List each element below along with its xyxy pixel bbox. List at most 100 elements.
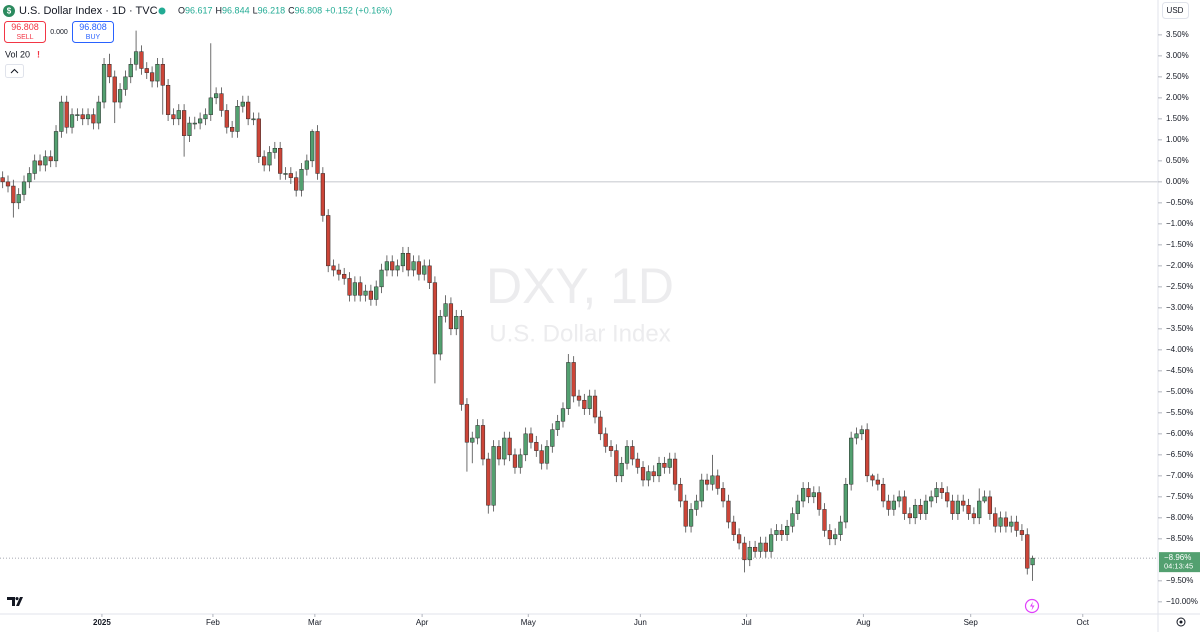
candle-body	[742, 542, 747, 561]
y-tick-label: −7.00%	[1166, 471, 1193, 480]
ohlc-key: O	[178, 5, 185, 15]
candle-body	[352, 282, 357, 296]
candle-body	[1030, 557, 1035, 566]
spread: 0.000	[50, 29, 68, 36]
sell-button[interactable]	[4, 21, 46, 43]
y-tick-label: −6.50%	[1166, 450, 1193, 459]
candle-body	[400, 252, 406, 267]
market-status[interactable]	[158, 7, 166, 15]
candle-body	[907, 513, 912, 519]
candle-body	[640, 467, 646, 481]
y-tick-label: −3.50%	[1166, 324, 1193, 333]
y-tick-label: −2.00%	[1166, 261, 1193, 270]
candle-body	[454, 315, 459, 330]
candle-body	[945, 492, 950, 502]
candle-body	[790, 513, 795, 527]
candle-body	[310, 131, 315, 162]
back-layer	[0, 181, 1158, 559]
candle-body	[870, 475, 875, 481]
collapse-button[interactable]	[5, 64, 24, 78]
y-tick-label: 1.00%	[1166, 135, 1189, 144]
ohlc-value: 96.808	[295, 5, 323, 15]
candle-body	[1019, 530, 1025, 535]
candle-body	[982, 496, 987, 502]
candle-body	[464, 404, 470, 443]
y-tick-label: −4.00%	[1166, 345, 1193, 354]
candle-body	[704, 479, 710, 485]
ohlc-key: C	[288, 5, 295, 15]
x-tick-label: 2025	[93, 618, 111, 627]
candle-body	[133, 51, 139, 65]
candle-body	[384, 261, 390, 271]
volume-indicator[interactable]: Vol 20	[5, 49, 30, 59]
candle-body	[929, 496, 934, 502]
logo[interactable]	[7, 597, 23, 606]
candle-body	[582, 399, 587, 409]
ohlc-legend: O 96.617 H 96.844 L 96.218 C 96.808 +0.152 (+0.1…	[178, 5, 392, 15]
sell-label: SELL	[16, 34, 33, 41]
candle-body	[859, 429, 864, 435]
candle-body	[512, 454, 518, 468]
last-price-tag	[1159, 552, 1200, 573]
candle-body	[165, 85, 171, 115]
candle-body	[592, 395, 598, 418]
candle-body	[149, 72, 155, 82]
candle-body	[299, 168, 304, 191]
candle-body	[886, 500, 891, 510]
y-tick-label: −6.00%	[1166, 429, 1193, 438]
candle-body	[411, 261, 416, 271]
candle-body	[635, 458, 640, 468]
candle-body	[422, 265, 427, 275]
candle-body	[934, 488, 939, 498]
candle-body	[779, 530, 784, 535]
candle-body	[918, 504, 923, 514]
candle-body	[21, 181, 27, 195]
candle-body	[448, 303, 454, 330]
currency-button[interactable]	[1162, 2, 1189, 19]
candle-body	[656, 462, 662, 477]
axis-layer: 3.50% 3.00% 2.50% 2.00% 1.50% 1.00% 0.50% 0.00%…	[93, 30, 1200, 627]
candle-body	[101, 64, 107, 103]
candle-body	[208, 97, 213, 115]
candle-body	[683, 500, 688, 527]
candle-body	[224, 110, 229, 128]
candle-body	[688, 509, 694, 527]
candle-body	[347, 278, 352, 296]
candle-body	[176, 110, 181, 120]
candle-body	[736, 534, 742, 544]
candle-body	[48, 156, 53, 162]
candle-body	[715, 475, 720, 489]
candle-body	[544, 446, 550, 464]
buy-button[interactable]	[72, 21, 114, 43]
candle-body	[160, 64, 165, 86]
candle-body	[96, 101, 101, 124]
candle-body	[331, 265, 336, 271]
settings-icon[interactable]	[1176, 617, 1186, 627]
candle-body	[53, 131, 59, 162]
y-tick-label: −8.50%	[1166, 534, 1193, 543]
symbol-icon[interactable]	[3, 5, 15, 17]
candle-body	[710, 475, 715, 485]
candle-body	[550, 429, 555, 447]
y-tick-label: 0.00%	[1166, 177, 1189, 186]
candle-body	[432, 282, 438, 355]
candle-body	[1009, 521, 1014, 527]
y-tick-label: 3.50%	[1166, 30, 1189, 39]
candle-body	[731, 521, 736, 535]
indicator-warning[interactable]: !	[37, 49, 40, 59]
candle-body	[774, 530, 779, 535]
candle-body	[43, 156, 48, 166]
chart-title[interactable]: U.S. Dollar Index · 1D · TVC	[19, 5, 158, 17]
candle-body	[304, 160, 309, 170]
x-tick-label: Aug	[856, 618, 870, 627]
candle-body	[528, 433, 534, 443]
candle-body	[320, 173, 325, 216]
candle-body	[865, 429, 870, 477]
candle-body	[523, 433, 528, 456]
candle-body	[5, 181, 11, 187]
candle-body	[107, 64, 112, 78]
x-tick-label: Jun	[634, 618, 647, 627]
candle-body	[726, 500, 731, 523]
candle-body	[272, 148, 277, 153]
